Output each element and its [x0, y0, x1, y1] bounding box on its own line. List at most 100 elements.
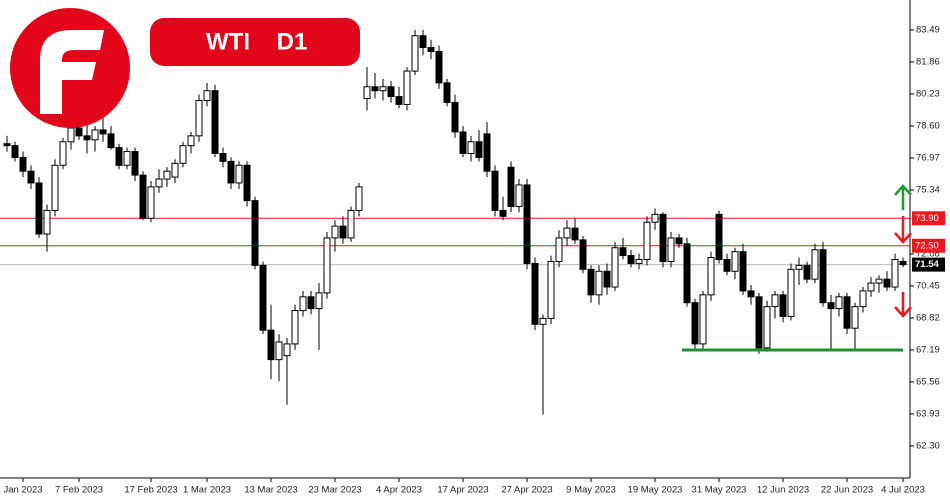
candle-body	[339, 225, 347, 239]
candle-body	[891, 259, 899, 288]
candle-body	[523, 184, 531, 264]
candle-body	[291, 310, 299, 345]
candle-body	[299, 296, 307, 312]
candle-body	[699, 294, 707, 345]
y-tick-label: 67.19	[916, 345, 940, 356]
candle-body	[387, 86, 395, 98]
candle-body	[459, 131, 467, 155]
y-tick-label: 75.34	[916, 185, 940, 196]
candle-body	[779, 294, 787, 317]
y-tick-label: 76.97	[916, 153, 940, 164]
candle-body	[563, 227, 571, 239]
candle-body	[827, 302, 835, 310]
candle-body	[419, 35, 427, 49]
y-tick-label: 80.23	[916, 89, 940, 100]
candle-body	[315, 292, 323, 310]
candle-body	[443, 82, 451, 103]
candle-body	[411, 35, 419, 72]
candle-body	[371, 86, 379, 92]
candle-body	[27, 170, 35, 184]
arrow-up-head	[894, 184, 912, 196]
candle-body	[675, 237, 683, 245]
candle-body	[363, 86, 371, 100]
last-price-badge	[912, 257, 945, 272]
candle-body	[35, 182, 43, 235]
candle-body	[99, 129, 107, 135]
candle-body	[235, 164, 243, 184]
x-tick-label: 23 Mar 2023	[308, 485, 361, 496]
candle-body	[427, 47, 435, 52]
candle-body	[467, 141, 475, 155]
candle-body	[611, 247, 619, 288]
candle-body	[131, 151, 139, 176]
candle-body	[691, 302, 699, 345]
candle-body	[283, 343, 291, 357]
candle-body	[851, 306, 859, 329]
candle-body	[507, 166, 515, 208]
x-tick-label: 12 Jun 2023	[757, 485, 809, 496]
x-tick-label: 1 Mar 2023	[183, 485, 231, 496]
candle-body	[867, 282, 875, 292]
candle-body	[275, 341, 283, 361]
candle-body	[147, 186, 155, 219]
x-tick-label: 13 Mar 2023	[244, 485, 297, 496]
candle-body	[683, 243, 691, 304]
candle-body	[763, 306, 771, 349]
candle-body	[83, 135, 91, 141]
x-tick-label: 4 Apr 2023	[376, 485, 422, 496]
candle-body	[139, 174, 147, 219]
candle-body	[635, 259, 643, 264]
candle-body	[731, 251, 739, 272]
candle-body	[219, 153, 227, 162]
y-tick-label: 83.49	[916, 25, 940, 36]
y-tick-label: 81.86	[916, 57, 940, 68]
candle-body	[603, 270, 611, 288]
candle-body	[451, 101, 459, 133]
x-tick-label: 22 Jun 2023	[821, 485, 873, 496]
candle-body	[187, 135, 195, 147]
candle-body	[579, 239, 587, 270]
x-tick-label: 31 May 2023	[692, 485, 747, 496]
candle-body	[547, 260, 555, 319]
candle-body	[51, 164, 59, 211]
candle-body	[499, 209, 507, 217]
arrow-down-head	[894, 232, 912, 244]
arrows	[894, 184, 912, 318]
candle-body	[667, 237, 675, 262]
candle-body	[835, 296, 843, 310]
timeframe: D1	[277, 28, 308, 55]
candle-body	[531, 262, 539, 325]
candle-body	[179, 145, 187, 164]
candle-body	[659, 213, 667, 262]
candle-body	[491, 170, 499, 211]
candle-body	[171, 162, 179, 178]
candle-body	[555, 237, 563, 262]
x-tick-label: 9 May 2023	[566, 485, 616, 496]
candle-body	[67, 127, 75, 143]
candle-body	[715, 213, 723, 261]
candle-body	[115, 147, 123, 166]
candle-body	[587, 268, 595, 296]
candle-body	[723, 259, 731, 272]
symbol-pill	[150, 18, 360, 66]
candle-body	[811, 249, 819, 280]
candle-body	[395, 96, 403, 105]
y-tick-label: 70.45	[916, 281, 940, 292]
logo	[10, 8, 130, 128]
candle-body	[123, 151, 131, 166]
x-tick-label: 27 Apr 2023	[501, 485, 552, 496]
candle-body	[347, 209, 355, 239]
candle-body	[651, 213, 659, 223]
candle-body	[571, 227, 579, 241]
candle-body	[859, 290, 867, 308]
candle-body	[19, 156, 27, 172]
y-tick-label: 78.60	[916, 121, 940, 132]
y-tick-label: 63.93	[916, 409, 940, 420]
level-label: 72.50	[915, 240, 939, 251]
candle-body	[643, 221, 651, 261]
candle-body	[619, 247, 627, 257]
candle-body	[195, 100, 203, 137]
level-badge	[912, 238, 945, 253]
